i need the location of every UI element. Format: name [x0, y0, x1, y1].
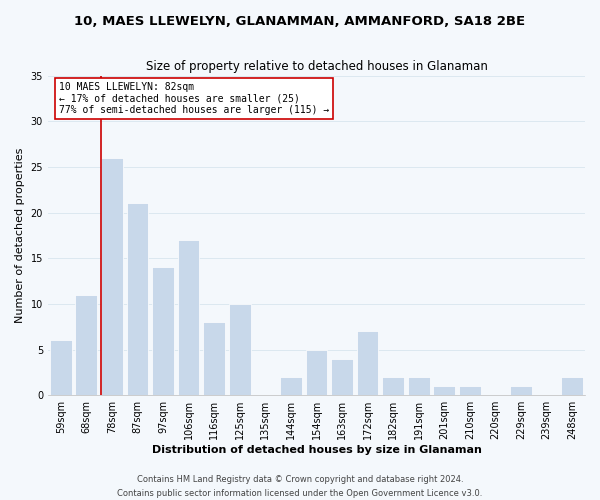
Y-axis label: Number of detached properties: Number of detached properties — [15, 148, 25, 323]
Bar — [382, 377, 404, 395]
Bar — [178, 240, 199, 395]
Bar — [229, 304, 251, 395]
Bar — [101, 158, 123, 395]
Title: Size of property relative to detached houses in Glanaman: Size of property relative to detached ho… — [146, 60, 487, 73]
Bar — [203, 322, 225, 395]
Bar — [562, 377, 583, 395]
Text: Contains HM Land Registry data © Crown copyright and database right 2024.
Contai: Contains HM Land Registry data © Crown c… — [118, 476, 482, 498]
Bar — [50, 340, 71, 395]
Bar — [152, 268, 174, 395]
Bar — [408, 377, 430, 395]
Bar — [357, 332, 379, 395]
Bar — [280, 377, 302, 395]
Bar — [331, 358, 353, 395]
Text: 10 MAES LLEWELYN: 82sqm
← 17% of detached houses are smaller (25)
77% of semi-de: 10 MAES LLEWELYN: 82sqm ← 17% of detache… — [59, 82, 329, 115]
Bar — [433, 386, 455, 395]
Bar — [459, 386, 481, 395]
X-axis label: Distribution of detached houses by size in Glanaman: Distribution of detached houses by size … — [152, 445, 481, 455]
Bar — [76, 294, 97, 395]
Bar — [510, 386, 532, 395]
Bar — [305, 350, 328, 395]
Bar — [127, 204, 148, 395]
Text: 10, MAES LLEWELYN, GLANAMMAN, AMMANFORD, SA18 2BE: 10, MAES LLEWELYN, GLANAMMAN, AMMANFORD,… — [74, 15, 526, 28]
